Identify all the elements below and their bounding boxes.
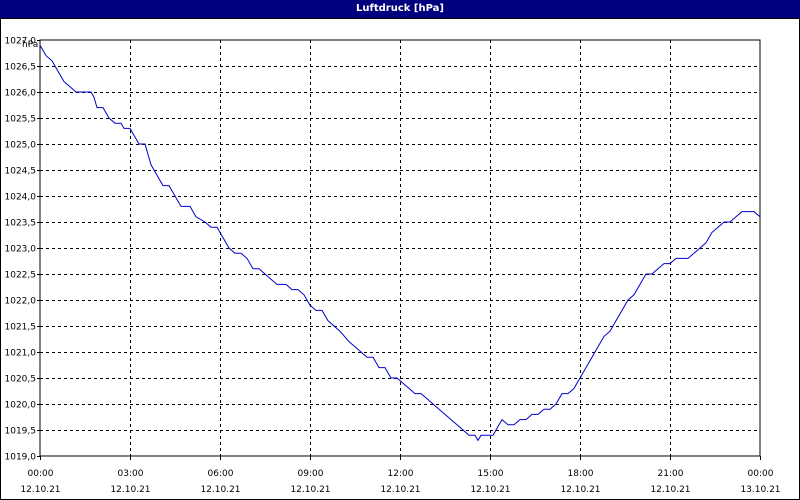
x-tick-date: 12.10.21 xyxy=(470,485,510,495)
x-tick-time: 00:00 xyxy=(28,469,54,479)
y-tick-label: 1024,5 xyxy=(5,167,37,177)
x-tick-time: 03:00 xyxy=(118,469,144,479)
x-tick-date: 12.10.21 xyxy=(110,485,150,495)
tick-labels: 1019,0 1019,5 1020,0 1020,5 1021,0 1021,5 1022… xyxy=(5,37,781,496)
y-tick-label: 1025,0 xyxy=(5,141,37,151)
grid xyxy=(40,40,760,456)
window-title: Luftdruck [hPa] xyxy=(0,0,800,18)
x-tick-date: 12.10.21 xyxy=(380,485,420,495)
y-tick-label: 1027,0 xyxy=(5,37,37,47)
y-tick-label: 1026,0 xyxy=(5,89,37,99)
x-tick-date: 12.10.21 xyxy=(290,485,330,495)
x-tick-time: 09:00 xyxy=(298,469,324,479)
x-tick-date: 12.10.21 xyxy=(20,485,60,495)
x-tick-time: 15:00 xyxy=(478,469,504,479)
y-tick-label: 1026,5 xyxy=(5,63,37,73)
y-tick-label: 1021,0 xyxy=(5,349,37,359)
y-tick-label: 1021,5 xyxy=(5,323,37,333)
x-tick-time: 21:00 xyxy=(658,469,684,479)
y-tick-label: 1019,5 xyxy=(5,427,37,437)
x-tick-date: 12.10.21 xyxy=(650,485,690,495)
axes xyxy=(37,39,761,460)
y-tick-label: 1020,0 xyxy=(5,401,37,411)
y-tick-label: 1020,5 xyxy=(5,375,37,385)
y-tick-label: 1024,0 xyxy=(5,193,37,203)
x-tick-time: 18:00 xyxy=(568,469,594,479)
y-tick-label: 1023,5 xyxy=(5,219,37,229)
y-tick-label: 1022,5 xyxy=(5,271,37,281)
x-tick-date: 12.10.21 xyxy=(200,485,240,495)
x-tick-date: 13.10.21 xyxy=(740,485,780,495)
y-tick-label: 1019,0 xyxy=(5,453,37,463)
series-layer xyxy=(39,44,761,442)
series-line-luftdruck xyxy=(39,44,761,442)
x-tick-date: 12.10.21 xyxy=(560,485,600,495)
x-tick-time: 00:00 xyxy=(748,469,774,479)
y-axis-label: hPa xyxy=(22,40,38,50)
x-tick-time: 12:00 xyxy=(388,469,414,479)
y-tick-label: 1025,5 xyxy=(5,115,37,125)
y-tick-label: 1022,0 xyxy=(5,297,37,307)
x-tick-time: 06:00 xyxy=(208,469,234,479)
y-tick-label: 1023,0 xyxy=(5,245,37,255)
